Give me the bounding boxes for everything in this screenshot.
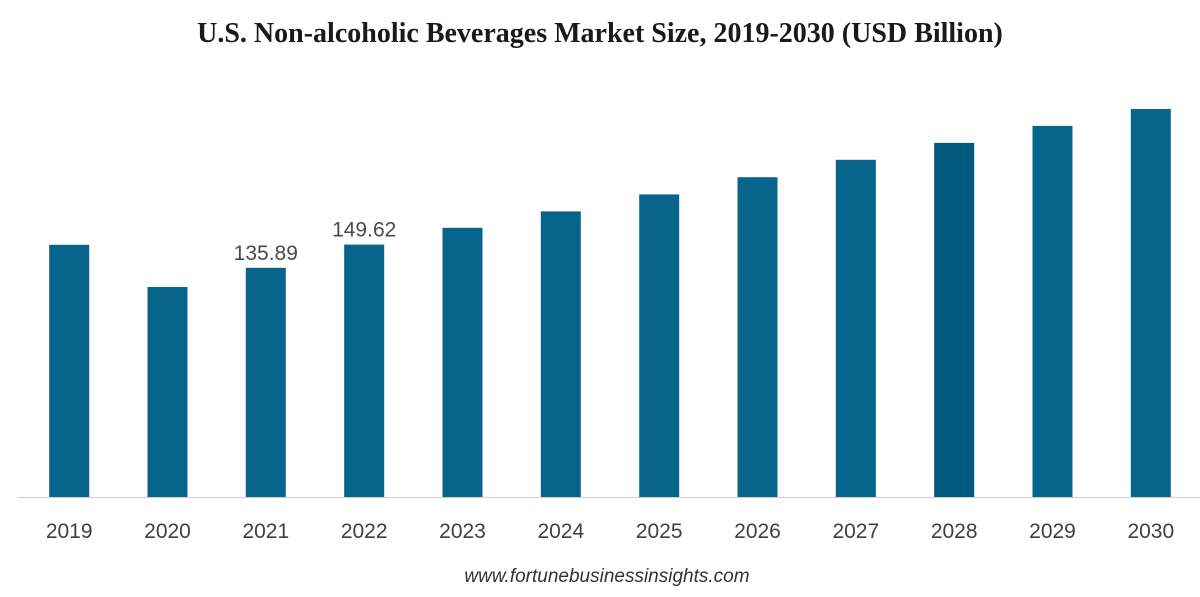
bars-layer: [49, 109, 1171, 498]
x-tick-label: 2026: [734, 520, 781, 543]
x-tick-label: 2028: [931, 520, 978, 543]
data-labels-layer: 135.89 149.62: [234, 219, 397, 265]
bar-2024: [540, 211, 581, 497]
x-tick-label: 2023: [439, 520, 486, 543]
data-label-2022: 149.62: [332, 219, 396, 242]
x-tick-label: 2027: [832, 520, 879, 543]
bar-2022: [344, 244, 385, 497]
x-tick-label: 2021: [242, 520, 289, 543]
bar-2021: [245, 267, 286, 497]
x-tick-label: 2029: [1029, 520, 1076, 543]
bar-2023: [442, 227, 483, 498]
x-tick-label: 2024: [537, 520, 584, 543]
bar-2029: [1032, 125, 1073, 498]
x-tick-label: 2019: [46, 520, 93, 543]
x-tick-label: 2025: [636, 520, 683, 543]
bar-2028: [934, 142, 975, 497]
bar-2025: [639, 194, 680, 497]
bar-2026: [737, 177, 778, 497]
bar-2027: [835, 159, 876, 498]
bar-2019: [49, 244, 90, 497]
bar-2030: [1130, 109, 1171, 497]
chart-title: U.S. Non-alcoholic Beverages Market Size…: [197, 18, 1003, 49]
bar-2020: [147, 287, 188, 497]
x-tick-label: 2022: [341, 520, 388, 543]
source-credit: www.fortunebusinessinsights.com: [464, 566, 750, 587]
x-tick-label: 2030: [1127, 520, 1174, 543]
x-tick-labels-layer: 2019 2020 2021 2022 2023 2024 2025 2026 2027 2028…: [46, 520, 1174, 543]
data-label-2021: 135.89: [234, 242, 298, 265]
x-tick-label: 2020: [144, 520, 191, 543]
